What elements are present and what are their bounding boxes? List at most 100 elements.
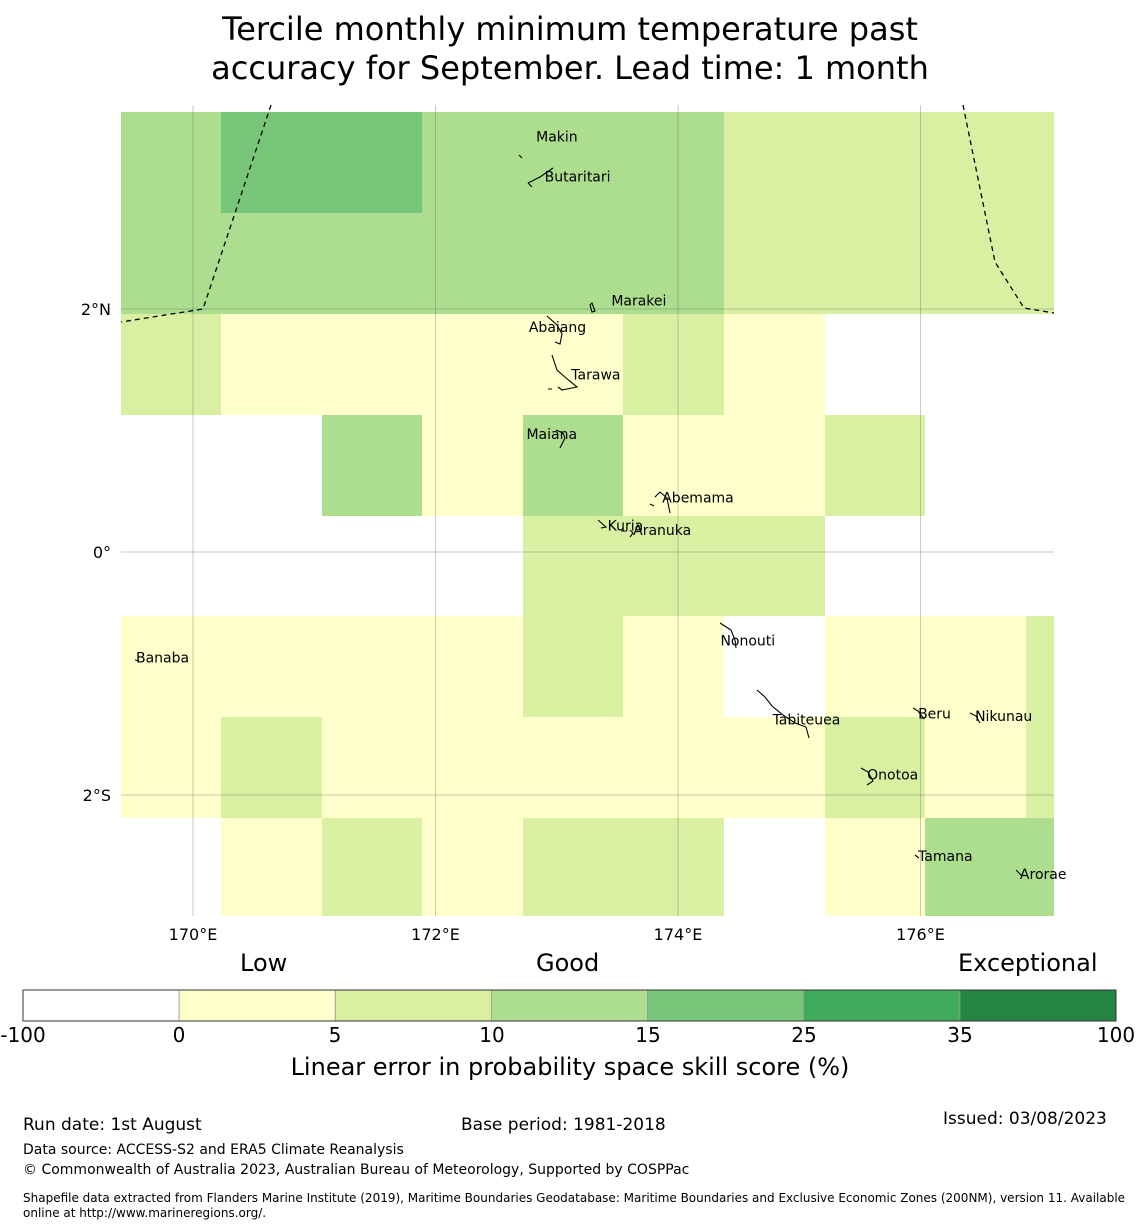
island-label: Aranuka — [633, 523, 691, 539]
island-label: Butaritari — [545, 170, 611, 186]
grid-cell — [724, 818, 825, 916]
island-label: Abaiang — [529, 320, 586, 336]
grid-cell — [322, 213, 422, 314]
colorbar-label: Linear error in probability space skill … — [290, 1053, 850, 1081]
grid-cell — [523, 213, 623, 314]
latitude-label: 0° — [93, 543, 111, 562]
colorbar — [22, 989, 1117, 1022]
grid-cell — [925, 717, 1026, 818]
skill-map: Makin Butaritari Marakei Abaiang Tarawa Maian… — [81, 104, 1067, 944]
longitude-label: 174°E — [654, 925, 703, 944]
island-label: Onotoa — [867, 767, 918, 783]
colorbar-segment — [334, 989, 492, 1022]
colorbar-tick: 15 — [635, 1023, 661, 1047]
grid-cell — [322, 112, 422, 213]
grid-cell — [121, 717, 221, 818]
grid-cell — [221, 112, 322, 213]
grid-cell — [1026, 717, 1054, 818]
island-label: Makin — [536, 129, 578, 145]
grid-cell — [523, 112, 623, 213]
grid-cell — [925, 818, 1026, 916]
grid-cell — [422, 818, 523, 916]
grid-cell — [925, 616, 1026, 717]
grid-cell — [724, 415, 825, 516]
run-date: Run date: 1st August — [23, 1115, 202, 1135]
grid-cell — [623, 616, 724, 717]
island-label: Marakei — [611, 293, 666, 309]
grid-cell — [724, 213, 825, 314]
grid-cell — [925, 516, 1026, 616]
colorbar-segment — [647, 989, 805, 1022]
coast-onotoa — [860, 767, 874, 786]
coast-tabiteuea — [756, 689, 810, 739]
colorbar-segment — [803, 989, 961, 1022]
eez-boundary-east — [962, 104, 1055, 314]
coast-butaritari — [527, 167, 554, 188]
grid-cell — [221, 516, 322, 616]
grid-cell — [121, 112, 221, 213]
longitude-label: 172°E — [411, 925, 460, 944]
grid-cell — [724, 314, 825, 415]
issued-date: Issued: 03/08/2023 — [943, 1109, 1107, 1129]
grid-cell — [121, 516, 221, 616]
island-label: Arorae — [1020, 867, 1067, 883]
colorbar-tick: 35 — [947, 1023, 973, 1047]
grid-cell — [422, 314, 523, 415]
grid-cell — [221, 213, 322, 314]
grid-cell — [825, 516, 925, 616]
coast-kuria — [597, 519, 608, 529]
latitude-label: 2°S — [83, 786, 111, 805]
grid-cell — [322, 717, 422, 818]
island-label: Maiana — [526, 427, 577, 443]
eez-boundary-west — [120, 104, 272, 323]
graticule — [121, 105, 1054, 916]
grid-cell — [825, 415, 925, 516]
colorbar-heading-exceptional: Exceptional — [958, 949, 1098, 977]
map-title: Tercile monthly minimum temperature past… — [0, 10, 1140, 88]
colorbar-tick: 25 — [791, 1023, 817, 1047]
grid-cell — [925, 213, 1026, 314]
coast-nikunau — [969, 712, 981, 724]
island-label: Tarawa — [570, 368, 620, 384]
longitude-label: 176°E — [896, 925, 945, 944]
coast-maiana — [555, 429, 566, 449]
grid-cell — [422, 415, 523, 516]
grid-cell — [825, 213, 925, 314]
grid-cell — [925, 112, 1026, 213]
grid-cell — [523, 314, 623, 415]
grid-cell — [422, 516, 523, 616]
eez-boundary — [120, 104, 1055, 323]
grid-cell — [121, 818, 221, 916]
island-label: Nonouti — [720, 634, 775, 650]
island-label: Abemama — [662, 490, 734, 506]
grid-cell — [221, 415, 322, 516]
grid-cell — [825, 112, 925, 213]
colorbar-tick: 100 — [1096, 1023, 1136, 1047]
island-label: Nikunau — [975, 709, 1032, 725]
grid-cell — [825, 717, 925, 818]
colorbar-tick: 5 — [328, 1023, 342, 1047]
coast-arorae — [1015, 869, 1023, 877]
data-source: Data source: ACCESS-S2 and ERA5 Climate … — [23, 1142, 404, 1158]
grid-cell — [221, 314, 322, 415]
grid-cell — [221, 717, 322, 818]
grid-cell — [1026, 516, 1054, 616]
title-line-1: Tercile monthly minimum temperature past — [222, 10, 918, 48]
grid-cell — [121, 415, 221, 516]
grid-cell — [121, 213, 221, 314]
grid-cell — [322, 516, 422, 616]
longitude-label: 170°E — [169, 925, 218, 944]
coast-nonouti — [719, 622, 737, 649]
grid-cell — [1026, 314, 1054, 415]
coast-abaiang — [546, 315, 563, 345]
colorbar-heading-good: Good — [536, 949, 600, 977]
grid-cell — [523, 818, 623, 916]
copyright: © Commonwealth of Australia 2023, Austra… — [23, 1162, 690, 1178]
grid-cell — [422, 213, 523, 314]
coast-makin — [518, 154, 523, 159]
colorbar-frame — [22, 989, 1117, 1022]
grid-cell — [825, 314, 925, 415]
grid-cell — [121, 314, 221, 415]
grid-cell — [623, 213, 724, 314]
grid-cell — [221, 616, 322, 717]
